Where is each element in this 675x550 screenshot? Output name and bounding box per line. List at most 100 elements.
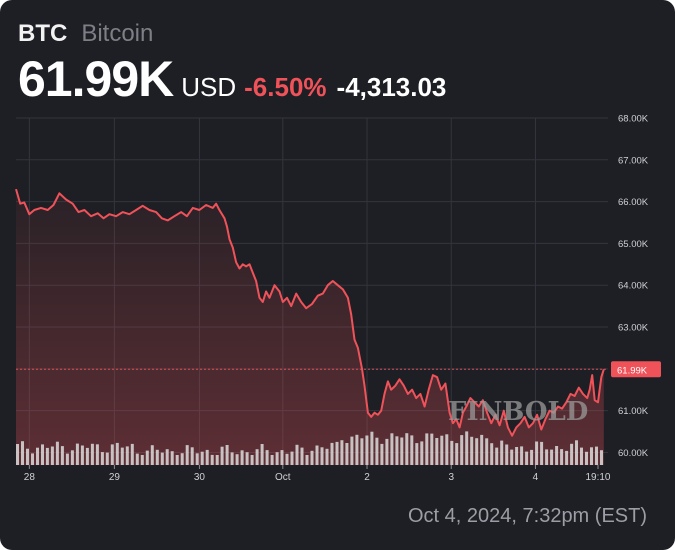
volume-bar (365, 435, 369, 465)
volume-bar (360, 438, 364, 465)
volume-bar (105, 452, 109, 465)
volume-bar (200, 451, 204, 465)
ticker-symbol: BTC (18, 20, 68, 47)
asset-name: Bitcoin (81, 20, 154, 47)
volume-bar (100, 452, 104, 465)
current-price-tag-label: 61.99K (617, 365, 648, 376)
volume-bar (41, 444, 44, 465)
volume-bar (500, 440, 504, 465)
volume-bar (400, 437, 404, 465)
volume-bar (425, 433, 429, 465)
volume-bar (580, 447, 583, 465)
volume-bar (545, 449, 549, 465)
price-area-fill (16, 189, 604, 465)
x-tick-label: 3 (448, 472, 454, 483)
volume-bar (460, 435, 464, 465)
volume-bar (380, 443, 384, 465)
volume-bar (120, 447, 124, 465)
volume-bar (36, 447, 39, 465)
volume-bar (220, 446, 224, 465)
price-header: BTC Bitcoin 61.99K USD -6.50% -4,313.03 (18, 20, 446, 108)
volume-bar (345, 443, 349, 465)
volume-bar (470, 436, 474, 465)
y-tick-label: 67.00K (618, 155, 649, 166)
volume-bar (26, 448, 29, 465)
volume-bar (160, 452, 164, 465)
volume-bar (115, 442, 119, 465)
volume-bar (515, 447, 519, 465)
volume-bar (190, 447, 194, 465)
volume-bar (505, 444, 509, 465)
volume-bars (16, 431, 603, 465)
volume-bar (520, 446, 524, 465)
volume-bar (110, 444, 114, 465)
volume-bar (535, 441, 539, 465)
x-tick-label: 19:10 (585, 472, 610, 483)
x-axis: 28 29 30 Oct 2 3 4 19:10 (24, 465, 611, 483)
volume-bar (70, 450, 74, 465)
volume-bar (21, 441, 24, 465)
currency-label: USD (181, 72, 237, 102)
volume-bar (405, 433, 409, 465)
volume-bar (260, 444, 264, 465)
volume-bar (330, 442, 334, 465)
volume-bar (595, 446, 598, 465)
volume-bar (335, 441, 339, 465)
volume-bar (320, 447, 324, 465)
x-tick-label: 28 (24, 472, 36, 483)
volume-bar (85, 447, 89, 465)
volume-bar (95, 444, 99, 465)
volume-bar (250, 455, 254, 465)
current-price: 61.99K (18, 51, 174, 107)
volume-bar (445, 434, 449, 465)
volume-bar (570, 443, 574, 465)
price-line (15, 188, 605, 437)
volume-bar (355, 434, 359, 465)
volume-bar (510, 449, 514, 465)
volume-bar (295, 444, 299, 465)
volume-bar (600, 450, 603, 465)
volume-bar (265, 450, 269, 465)
volume-bar (225, 445, 229, 465)
volume-bar (16, 444, 19, 465)
volume-bar (285, 453, 289, 465)
volume-bar (235, 454, 239, 465)
volume-bar (55, 441, 59, 465)
volume-bar (45, 447, 49, 465)
volume-bar (550, 449, 554, 465)
volume-bar (375, 437, 379, 465)
volume-bar (390, 433, 394, 465)
volume-bar (280, 450, 284, 465)
volume-bar (255, 449, 259, 465)
volume-bar (215, 455, 219, 465)
y-tick-label: 65.00K (618, 239, 649, 250)
volume-bar (465, 431, 469, 465)
volume-bar (485, 438, 489, 465)
change-absolute: -4,313.03 (336, 72, 447, 102)
volume-bar (305, 455, 309, 465)
x-tick-label: Oct (275, 472, 291, 483)
volume-bar (185, 445, 189, 465)
volume-bar (90, 443, 94, 465)
y-axis: 68.00K67.00K66.00K65.00K64.00K63.00K62.0… (611, 114, 661, 459)
volume-bar (180, 453, 184, 465)
volume-bar (80, 445, 84, 465)
volume-bar (140, 455, 144, 465)
volume-bar (275, 452, 279, 465)
volume-bar (290, 451, 294, 465)
x-tick-label: 4 (533, 472, 539, 483)
y-tick-label: 66.00K (618, 197, 649, 208)
volume-bar (230, 452, 234, 465)
volume-bar (270, 455, 274, 465)
volume-bar (195, 453, 199, 465)
volume-bar (530, 449, 534, 465)
volume-bar (455, 443, 459, 465)
volume-bar (525, 451, 529, 465)
volume-bar (420, 441, 424, 465)
volume-bar (490, 443, 494, 465)
y-tick-label: 60.00K (618, 448, 649, 459)
volume-bar (590, 447, 593, 465)
timestamp: Oct 4, 2024, 7:32pm (EST) (408, 505, 647, 527)
volume-bar (205, 449, 209, 465)
